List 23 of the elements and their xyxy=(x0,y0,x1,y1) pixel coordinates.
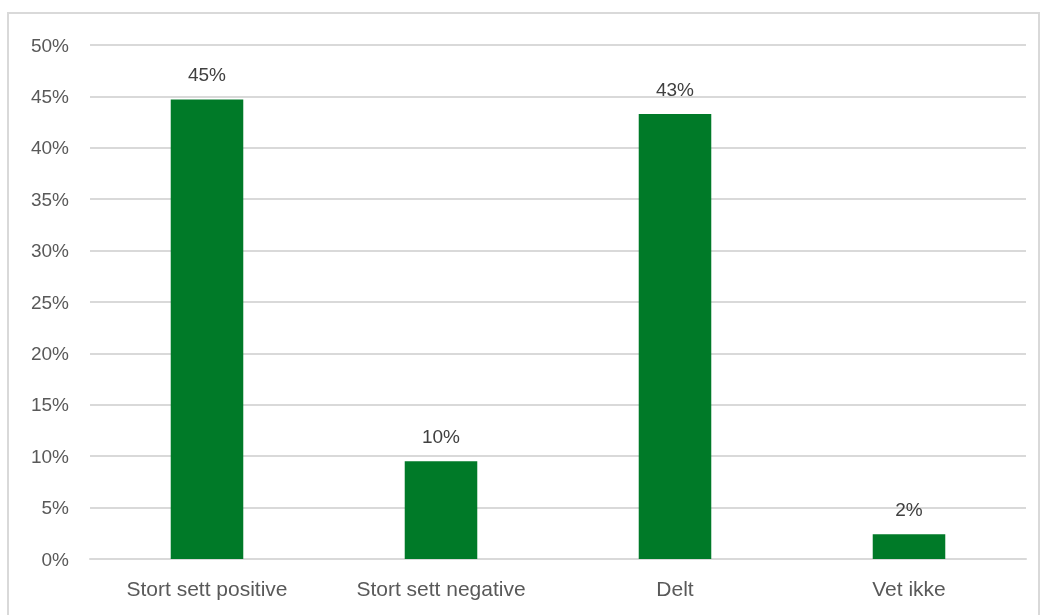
data-label: 2% xyxy=(895,499,923,521)
x-tick-label: Stort sett negative xyxy=(356,577,526,600)
y-tick-label: 30% xyxy=(30,240,70,262)
data-label: 45% xyxy=(187,64,227,86)
y-tick-label: 15% xyxy=(30,394,70,416)
y-tick-label: 25% xyxy=(30,291,70,313)
y-tick-label: 50% xyxy=(30,34,70,56)
data-label: 43% xyxy=(655,78,695,100)
x-tick-label: Delt xyxy=(656,577,694,600)
bar xyxy=(872,534,946,559)
y-tick-label: 5% xyxy=(41,497,70,519)
bar xyxy=(638,113,712,559)
y-tick-label: 0% xyxy=(41,548,70,570)
y-tick-label: 20% xyxy=(30,342,70,364)
y-tick-label: 10% xyxy=(30,445,70,467)
y-tick-label: 45% xyxy=(30,85,70,107)
bar xyxy=(170,99,244,559)
data-label: 10% xyxy=(421,426,461,448)
y-tick-label: 40% xyxy=(30,137,70,159)
x-tick-label: Vet ikke xyxy=(872,577,946,600)
y-tick-label: 35% xyxy=(30,188,70,210)
bar xyxy=(404,461,478,559)
x-tick-label: Stort sett positive xyxy=(126,577,288,600)
